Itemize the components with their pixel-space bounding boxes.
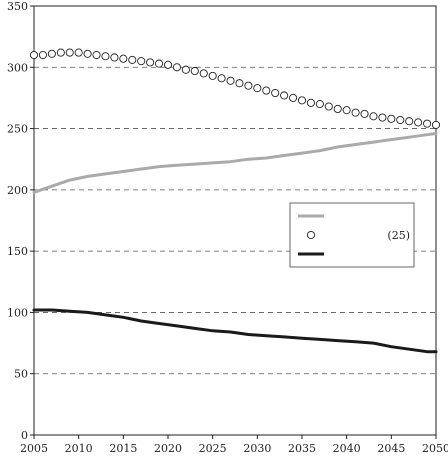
y-tick-label: 0	[21, 429, 28, 442]
x-tick-label: 2010	[65, 442, 93, 455]
series-layer	[29, 48, 441, 354]
data-point	[128, 55, 137, 64]
data-point	[414, 118, 423, 127]
tick-labels: 0 50 100 150 200 250 300 350 2005 2010 2015 2020 202…	[7, 0, 448, 455]
x-tick-label: 2020	[154, 442, 182, 455]
y-tick-label: 150	[7, 245, 28, 258]
data-point	[199, 69, 208, 78]
data-point	[289, 93, 298, 102]
data-point	[29, 50, 39, 60]
data-point	[172, 63, 181, 72]
data-point	[119, 54, 128, 63]
data-point	[387, 114, 396, 123]
data-point	[181, 65, 190, 74]
data-point	[83, 49, 92, 58]
data-point	[262, 86, 271, 95]
x-tick-label: 2040	[333, 442, 361, 455]
data-point	[271, 88, 280, 98]
x-tick-label: 2005	[20, 442, 48, 455]
data-point	[253, 84, 262, 93]
data-point	[217, 74, 226, 83]
data-point	[244, 81, 253, 90]
y-tick-label: 250	[7, 123, 28, 136]
series-line-0	[32, 132, 438, 194]
legend: (25)	[289, 202, 415, 268]
data-point	[333, 104, 342, 114]
data-point	[163, 60, 173, 69]
x-tick-label: 2030	[243, 442, 271, 455]
y-tick-label: 300	[7, 61, 28, 74]
data-point	[110, 53, 119, 62]
data-point	[297, 96, 307, 105]
data-point	[423, 119, 432, 128]
data-point	[396, 115, 405, 125]
y-tick-label: 100	[7, 306, 28, 319]
x-tick-label: 2045	[377, 442, 405, 455]
data-point	[324, 102, 333, 111]
data-point	[146, 58, 155, 67]
data-point	[405, 117, 414, 126]
grid-lines	[34, 66, 436, 375]
data-point	[226, 76, 235, 85]
x-tick-label: 2050	[422, 442, 448, 455]
x-tick-label: 2015	[109, 442, 137, 455]
data-point	[155, 59, 164, 68]
series-line-2	[32, 308, 438, 354]
data-point	[137, 57, 146, 66]
data-point	[38, 50, 47, 60]
plot-frame	[33, 5, 437, 436]
data-point	[369, 112, 378, 121]
data-point	[351, 108, 360, 117]
data-point	[190, 66, 199, 76]
data-point	[342, 106, 351, 115]
data-point	[101, 52, 110, 61]
legend-label: (25)	[387, 229, 410, 242]
data-point	[208, 71, 217, 80]
data-point	[92, 50, 101, 60]
data-point	[47, 49, 56, 58]
data-point	[74, 48, 83, 57]
data-point	[56, 48, 65, 57]
x-tick-label: 2025	[199, 442, 227, 455]
data-point	[431, 120, 441, 129]
y-tick-label: 200	[7, 184, 28, 197]
data-point	[65, 48, 74, 57]
data-point	[378, 113, 387, 122]
y-tick-label: 350	[7, 0, 28, 13]
y-tick-label: 50	[14, 368, 28, 381]
data-point	[360, 109, 369, 118]
data-point	[235, 79, 244, 88]
data-point	[315, 100, 324, 109]
data-point	[280, 91, 289, 100]
x-tick-label: 2035	[288, 442, 316, 455]
axes	[30, 5, 437, 439]
data-point	[306, 98, 315, 107]
legend-marker	[306, 230, 316, 240]
